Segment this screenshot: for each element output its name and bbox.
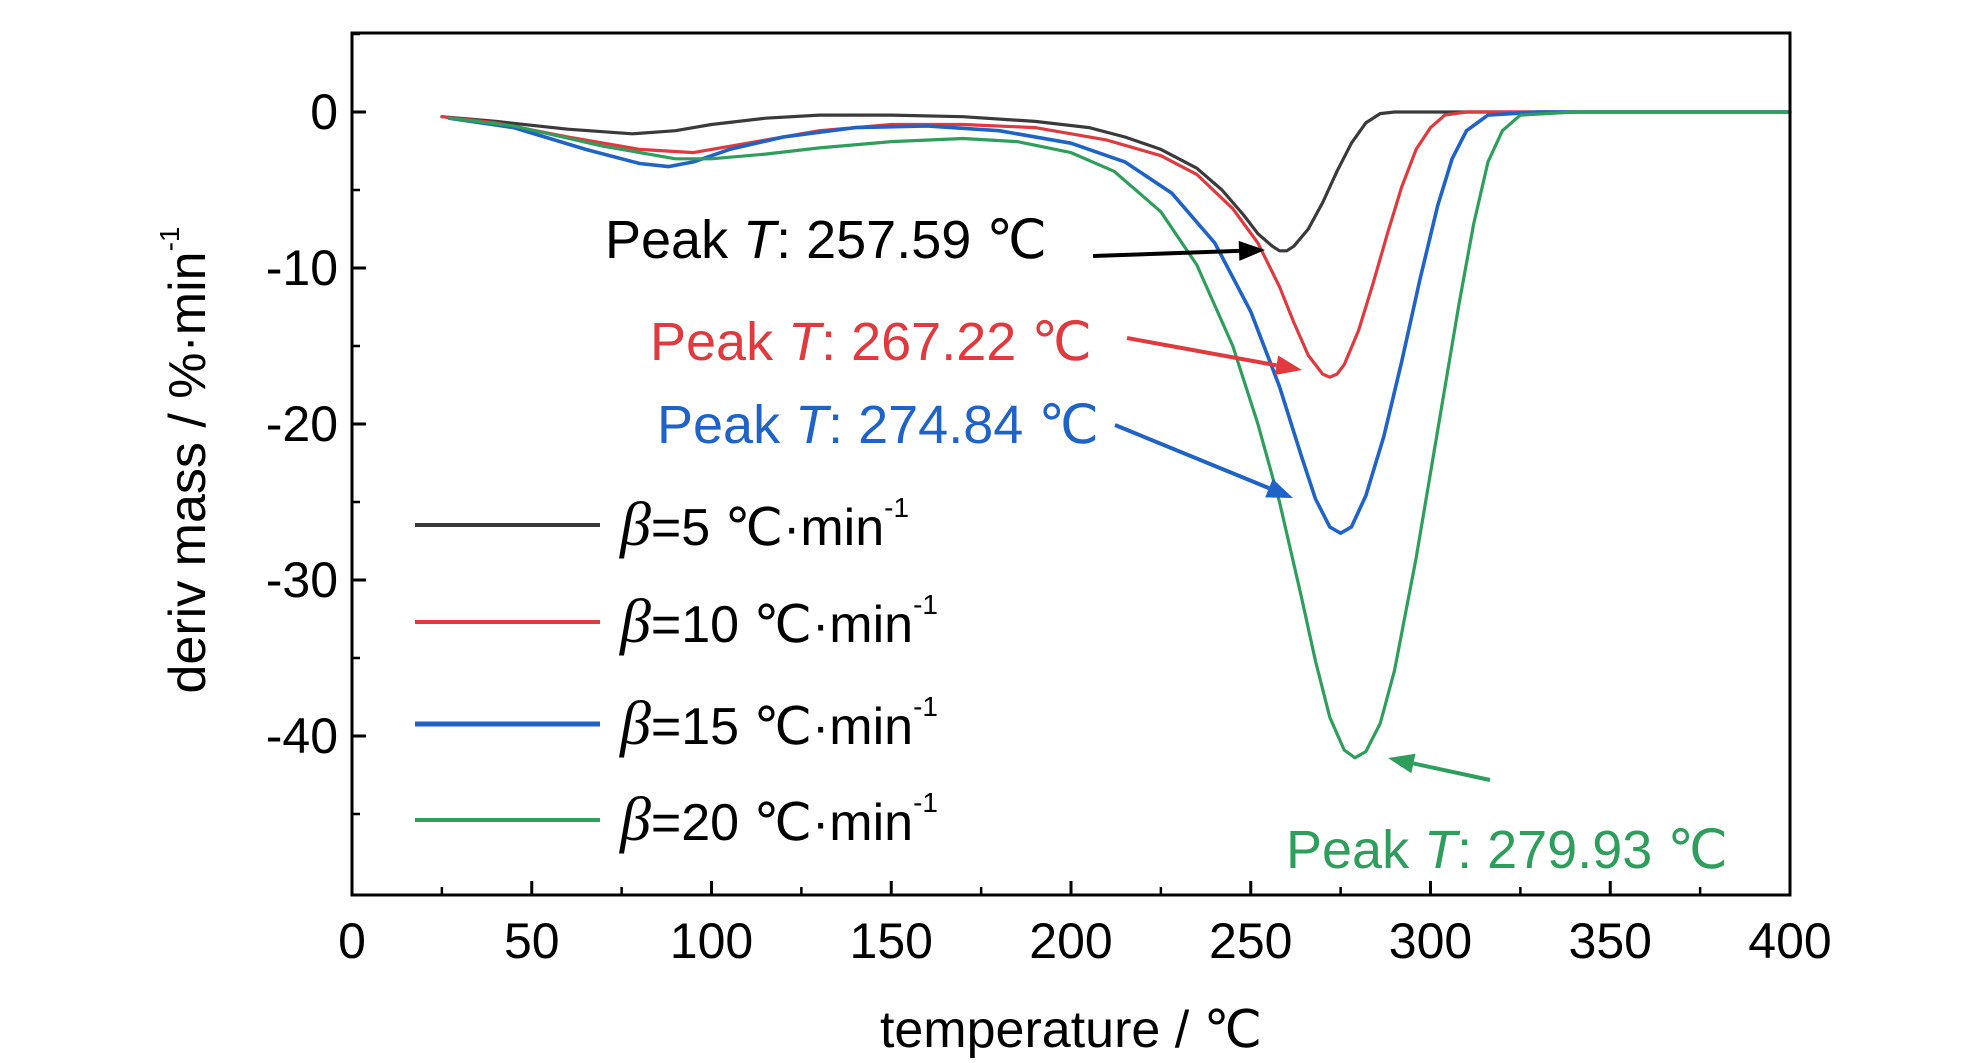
peak-label: Peak T: 267.22 ℃ — [650, 312, 1092, 372]
axes-layer: 0 50 100 150 200 250 300 350 400 0 -10 -20 -30 -40 — [266, 32, 1832, 969]
peak-label: Peak T: 257.59 ℃ — [605, 210, 1047, 270]
x-tick-label: 350 — [1569, 913, 1652, 969]
x-tick-label: 100 — [670, 913, 753, 969]
legend: β=5 ℃·min-1 β=10 ℃·min-1 β=15 ℃·min-1 β=… — [415, 491, 938, 854]
x-tick-label: 250 — [1209, 913, 1292, 969]
legend-entry: β=20 ℃·min-1 — [415, 786, 938, 854]
y-tick-label: -40 — [266, 708, 338, 764]
y-tick-label: -30 — [266, 552, 338, 608]
peak-arrow-shaft — [1092, 248, 1240, 258]
peak-arrow-head — [1265, 478, 1293, 498]
x-axis-label: temperature / ℃ — [880, 1001, 1262, 1059]
x-tick-label: 300 — [1389, 913, 1472, 969]
x-tick-label: 0 — [338, 913, 366, 969]
y-tick-label: 0 — [310, 84, 338, 140]
x-tick-label: 150 — [850, 913, 933, 969]
y-axis-label: deriv mass / %·min-1 — [154, 227, 217, 694]
series-layer — [440, 110, 1792, 760]
series-line — [440, 110, 1792, 253]
legend-entry: β=5 ℃·min-1 — [415, 491, 909, 559]
peak-label: Peak T: 274.84 ℃ — [657, 395, 1099, 455]
legend-label: β=5 ℃·min-1 — [619, 491, 909, 559]
peak-annotations: Peak T: 257.59 ℃ Peak T: 267.22 ℃ Peak T… — [605, 210, 1728, 880]
x-tick-label: 50 — [504, 913, 560, 969]
peak-arrows — [1092, 240, 1491, 782]
legend-label: β=20 ℃·min-1 — [619, 786, 938, 854]
x-tick-label: 200 — [1029, 913, 1112, 969]
legend-label: β=10 ℃·min-1 — [619, 588, 938, 656]
legend-entry: β=10 ℃·min-1 — [415, 588, 938, 656]
peak-arrow-shaft — [1126, 336, 1277, 368]
peak-arrow-head — [1274, 355, 1302, 376]
peak-arrow-shaft — [1114, 423, 1270, 490]
y-tick-label: -20 — [266, 396, 338, 452]
peak-label: Peak T: 279.93 ℃ — [1286, 820, 1728, 880]
peak-arrow-head — [1388, 753, 1416, 774]
peak-arrow-head — [1238, 240, 1265, 261]
legend-label: β=15 ℃·min-1 — [619, 690, 938, 758]
series-line — [447, 110, 1792, 760]
x-tick-label: 400 — [1748, 913, 1831, 969]
legend-entry: β=15 ℃·min-1 — [415, 690, 938, 758]
y-tick-label: -10 — [266, 240, 338, 296]
peak-arrow-shaft — [1412, 761, 1491, 782]
